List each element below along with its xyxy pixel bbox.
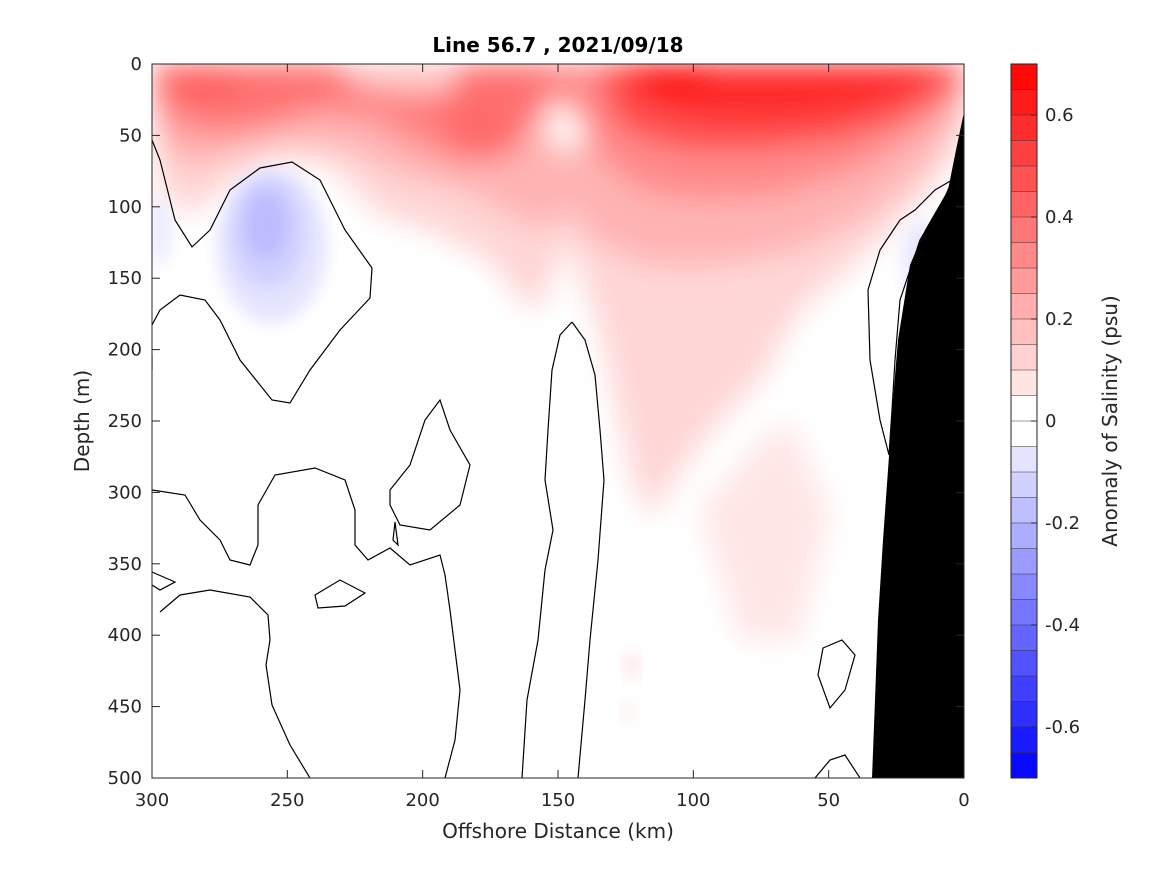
x-tick-label: 0 <box>958 790 969 811</box>
y-tick-label: 200 <box>108 340 142 361</box>
x-tick-label: 100 <box>676 790 710 811</box>
colorbar-level <box>1011 115 1037 141</box>
weak-positive-patches <box>621 650 641 724</box>
colorbar-level <box>1011 472 1037 498</box>
colorbar-level <box>1011 421 1037 447</box>
colorbar-ticks: 0.6 0.4 0.2 0 -0.2 -0.4 -0.6 <box>1031 105 1080 738</box>
colorbar-level <box>1011 344 1037 371</box>
plot-area <box>152 64 964 778</box>
colorbar-label: Anomaly of Salinity (psu) <box>1098 295 1122 546</box>
colorbar-level <box>1011 446 1037 473</box>
x-tick-label: 200 <box>405 790 439 811</box>
colorbar-level <box>1011 64 1037 90</box>
colorbar-level <box>1011 497 1037 524</box>
x-tick-label: 300 <box>135 790 169 811</box>
positive-anomaly-field <box>152 64 964 640</box>
colorbar-level <box>1011 319 1037 345</box>
x-axis-label: Offshore Distance (km) <box>442 819 674 843</box>
chart-title: Line 56.7 , 2021/09/18 <box>432 33 683 57</box>
colorbar-level <box>1011 701 1037 728</box>
colorbar-level <box>1011 242 1037 269</box>
colorbar-level <box>1011 727 1037 753</box>
x-tick-label: 50 <box>817 790 840 811</box>
y-tick-label: 350 <box>108 554 142 575</box>
y-axis-ticks: 0 50 100 150 200 250 300 350 400 450 500 <box>108 54 964 789</box>
y-tick-label: 450 <box>108 697 142 718</box>
y-tick-label: 150 <box>108 268 142 289</box>
colorbar-level <box>1011 140 1037 167</box>
colorbar-level <box>1011 523 1037 549</box>
colorbar-level <box>1011 752 1037 779</box>
zero-contours <box>152 139 954 778</box>
y-tick-label: 400 <box>108 625 142 646</box>
colorbar-tick-label: 0.2 <box>1045 309 1074 330</box>
colorbar-level <box>1011 268 1037 294</box>
colorbar-level <box>1011 650 1037 677</box>
y-tick-label: 50 <box>119 125 142 146</box>
x-tick-label: 250 <box>270 790 304 811</box>
colorbar-level <box>1011 599 1037 626</box>
colorbar-level <box>1011 395 1037 422</box>
colorbar-tick-label: -0.2 <box>1045 513 1080 534</box>
y-tick-label: 500 <box>108 768 142 789</box>
colorbar-level <box>1011 370 1037 396</box>
colorbar-level <box>1011 548 1037 575</box>
y-tick-label: 100 <box>108 197 142 218</box>
x-tick-label: 150 <box>541 790 575 811</box>
colorbar-level <box>1011 166 1037 192</box>
colorbar-tick-label: -0.6 <box>1045 717 1080 738</box>
colorbar-level <box>1011 574 1037 600</box>
y-axis-label: Depth (m) <box>70 370 94 472</box>
colorbar-level <box>1011 191 1037 218</box>
colorbar-level <box>1011 625 1037 651</box>
colorbar-level <box>1011 293 1037 320</box>
colorbar-tick-label: 0.6 <box>1045 105 1074 126</box>
colorbar-tick-label: 0 <box>1045 411 1056 432</box>
colorbar-tick-label: 0.4 <box>1045 207 1074 228</box>
bathymetry-mask <box>872 112 964 778</box>
colorbar-tick-label: -0.4 <box>1045 615 1080 636</box>
y-tick-label: 300 <box>108 482 142 503</box>
colorbar-level <box>1011 217 1037 243</box>
y-tick-label: 250 <box>108 411 142 432</box>
colorbar-level <box>1011 89 1037 116</box>
x-axis-ticks: 300 250 200 150 100 50 0 <box>135 64 970 811</box>
colorbar-level <box>1011 676 1037 702</box>
y-tick-label: 0 <box>131 54 142 75</box>
